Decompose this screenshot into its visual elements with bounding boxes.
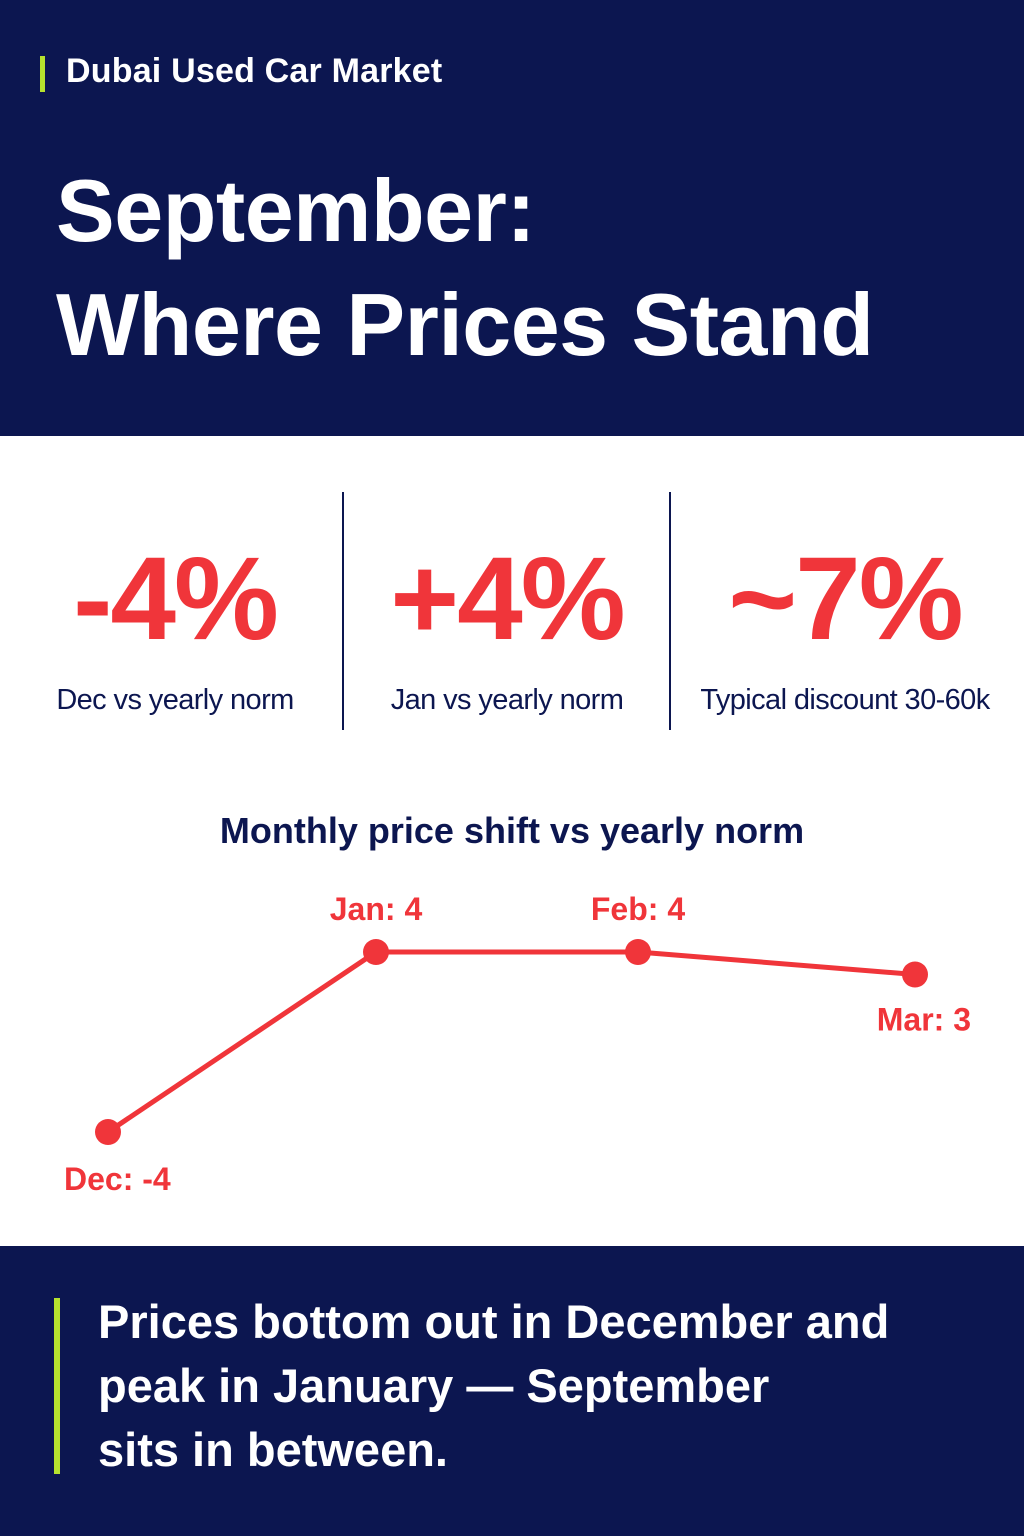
- kicker-accent-bar: [40, 56, 45, 92]
- stat-label: Dec vs yearly norm: [56, 684, 294, 716]
- page-title-line-2: Where Prices Stand: [56, 275, 874, 374]
- series-line: [106, 949, 916, 1135]
- data-label-dec: Dec: -4: [64, 1161, 171, 1197]
- data-point-dec: [95, 1119, 121, 1145]
- chart-title: Monthly price shift vs yearly norm: [219, 810, 805, 851]
- stat-value: +4%: [390, 533, 625, 665]
- stat-label: Jan vs yearly norm: [390, 684, 624, 716]
- page-title-line-1: September:: [56, 161, 536, 260]
- data-label-feb: Feb: 4: [591, 891, 685, 927]
- footer-text-line-3: sits in between.: [98, 1423, 448, 1476]
- data-label-jan: Jan: 4: [330, 891, 423, 927]
- stat-value: ~7%: [728, 533, 963, 665]
- line-chart: Dec: -4 Jan: 4 Feb: 4 Mar: 3: [64, 891, 971, 1197]
- stat-divider: [342, 492, 344, 730]
- stat-december: -4% Dec vs yearly norm: [20, 540, 330, 717]
- kicker-text: Dubai Used Car Market: [66, 52, 443, 90]
- footer-text-line-1: Prices bottom out in December and: [98, 1295, 890, 1348]
- stat-label: Typical discount 30-60k: [700, 684, 990, 716]
- stat-discount: ~7% Typical discount 30-60k: [690, 540, 1000, 717]
- header-banner: Dubai Used Car Market September: Where P…: [0, 0, 1024, 436]
- stat-divider: [669, 492, 671, 730]
- stat-value: -4%: [73, 533, 279, 665]
- footer-text-line-2: peak in January — September: [98, 1359, 770, 1412]
- data-point-feb: [625, 939, 651, 965]
- stat-january: +4% Jan vs yearly norm: [352, 540, 662, 717]
- data-point-mar: [902, 961, 928, 988]
- data-point-jan: [363, 939, 389, 965]
- footer-banner: Prices bottom out in December and peak i…: [0, 1246, 1024, 1536]
- data-label-mar: Mar: 3: [877, 1002, 971, 1038]
- footer-accent-bar: [54, 1298, 60, 1474]
